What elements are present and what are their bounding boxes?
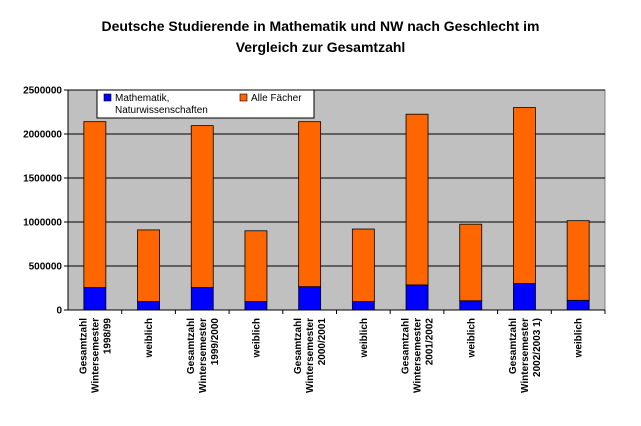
legend-box	[96, 89, 315, 119]
x-tick-label-line: Wintersemester	[520, 318, 531, 393]
bar-segment-series-1	[244, 230, 268, 303]
bar-segment-series-1	[405, 113, 429, 286]
x-tick-label: Gesamtzahl Wintersemester 1999/2000	[186, 318, 221, 393]
x-tick-label-line: weiblich	[251, 318, 262, 358]
x-tick-label-line: 1999/2000	[210, 318, 221, 366]
bar-segment-series-1	[190, 125, 214, 288]
bar-segment-series-0	[137, 301, 160, 311]
bar-segment-series-0	[190, 287, 214, 311]
bar-segment-series-0	[513, 283, 536, 311]
x-tick-label-line: Gesamtzahl	[78, 318, 89, 374]
legend-entry-label: Mathematik,	[115, 93, 169, 104]
legend-swatch	[103, 93, 112, 102]
x-tick-label: Gesamtzahl Wintersemester 1998/99	[78, 318, 113, 393]
x-tick-label-line: 2002/2003 1)	[532, 318, 543, 377]
bar-segment-series-1	[137, 229, 160, 303]
legend: Mathematik,Naturwissenschaften Alle Fäche…	[96, 89, 315, 119]
bar-segment-series-0	[459, 300, 483, 311]
bar-segment-series-1	[298, 121, 322, 288]
legend-entry-label: Alle Fächer	[251, 93, 302, 104]
x-tick-label: Gesamtzahl Wintersemester 2001/2002	[401, 318, 436, 393]
chart-title: Deutsche Studierende in Mathematik und N…	[0, 16, 641, 58]
x-tick-label-line: Gesamtzahl	[508, 318, 519, 374]
x-tick-label-line: weiblich	[466, 318, 477, 358]
bar-segment-series-0	[405, 284, 429, 311]
bar-segment-series-1	[351, 228, 375, 303]
y-tick-label: 1000000	[23, 218, 62, 229]
x-tick-label-line: weiblich	[574, 318, 585, 358]
x-tick-label-line: Wintersemester	[198, 318, 209, 393]
bar-segment-series-0	[83, 287, 107, 311]
x-tick-label-line: weiblich	[144, 318, 155, 358]
bar-segment-series-1	[513, 107, 536, 284]
bar-segment-series-0	[566, 299, 590, 311]
bar-segment-series-0	[351, 301, 375, 311]
y-tick-label: 1500000	[23, 174, 62, 185]
x-tick-label-line: 1998/99	[102, 318, 113, 355]
bar-segment-series-1	[83, 121, 107, 288]
x-tick-label-line: Wintersemester	[90, 318, 101, 393]
legend-swatch	[239, 93, 248, 102]
x-tick-label-line: 2000/2001	[317, 318, 328, 366]
x-tick-label: weiblich	[251, 318, 262, 358]
x-tick-label-line: 2001/2002	[425, 318, 436, 366]
x-tick-label-line: Gesamtzahl	[401, 318, 412, 374]
y-tick-label: 0	[56, 306, 62, 317]
x-tick-label: weiblich	[359, 318, 370, 358]
y-tick-label: 2000000	[23, 130, 62, 141]
bar-segment-series-0	[244, 301, 268, 311]
x-tick-label: weiblich	[466, 318, 477, 358]
y-tick-label: 2500000	[23, 86, 62, 97]
x-tick-label-line: Gesamtzahl	[186, 318, 197, 374]
y-tick-label: 500000	[29, 262, 63, 273]
bar-segment-series-0	[298, 286, 322, 311]
x-tick-label-line: Wintersemester	[413, 318, 424, 393]
x-tick-label: Gesamtzahl Wintersemester 2002/2003 1)	[508, 318, 543, 393]
legend-entry-label: Naturwissenschaften	[115, 105, 208, 116]
x-tick-label-line: Wintersemester	[305, 318, 316, 393]
chart-title-line-2: Vergleich zur Gesamtzahl	[235, 39, 406, 55]
chart-title-line-1: Deutsche Studierende in Mathematik und N…	[101, 18, 540, 34]
bar-segment-series-1	[566, 220, 590, 301]
x-tick-label: Gesamtzahl Wintersemester 2000/2001	[293, 318, 328, 393]
x-tick-label-line: Gesamtzahl	[293, 318, 304, 374]
bar-segment-series-1	[459, 223, 483, 302]
x-tick-label-line: weiblich	[359, 318, 370, 358]
x-tick-label: weiblich	[574, 318, 585, 358]
x-tick-label: weiblich	[144, 318, 155, 358]
